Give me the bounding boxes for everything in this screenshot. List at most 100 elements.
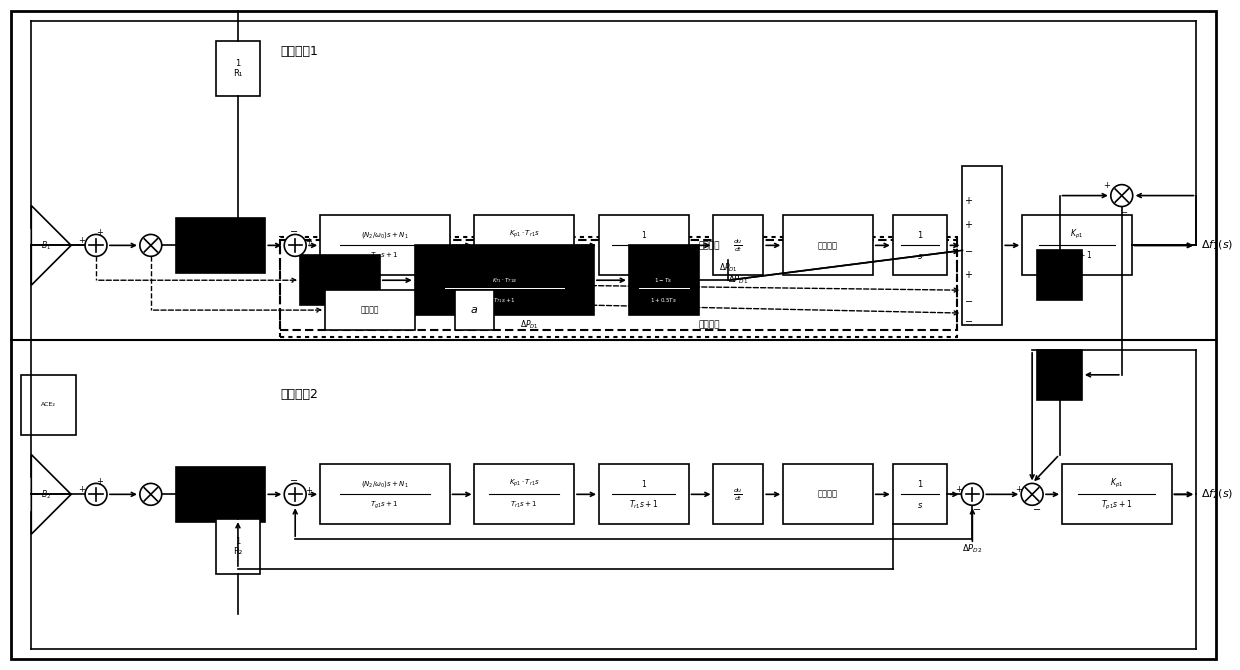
Text: 限幅环节: 限幅环节: [818, 490, 838, 499]
Text: $\Delta P_{D1}$: $\Delta P_{D1}$: [520, 319, 538, 331]
Text: $-$: $-$: [1120, 206, 1128, 215]
Bar: [280, 241, 957, 330]
Bar: [216, 519, 260, 574]
Text: $T_{g1}s+1$: $T_{g1}s+1$: [371, 251, 399, 262]
Text: $1$: $1$: [641, 229, 647, 240]
Text: +: +: [1104, 181, 1110, 190]
Text: +: +: [97, 477, 103, 486]
Text: +: +: [78, 485, 86, 494]
Text: 控制区域1: 控制区域1: [280, 45, 319, 58]
Text: $1$: $1$: [916, 229, 924, 240]
Text: $-$: $-$: [963, 245, 973, 255]
Bar: [21, 375, 76, 435]
Text: +: +: [97, 228, 103, 237]
Circle shape: [961, 483, 983, 505]
Text: 抽水工况: 抽水工况: [698, 320, 720, 330]
Text: $\Delta P_{D2}$: $\Delta P_{D2}$: [962, 543, 982, 555]
Circle shape: [140, 483, 161, 505]
Bar: [320, 216, 450, 275]
Text: $T_{r1}s+1$: $T_{r1}s+1$: [629, 250, 658, 263]
Text: $T_{p1}s+1$: $T_{p1}s+1$: [1101, 498, 1132, 512]
Bar: [176, 218, 265, 273]
Bar: [325, 290, 414, 330]
Text: $\Delta P_{pd}$: $\Delta P_{pd}$: [425, 304, 444, 317]
Text: $T_{r1}s+1$: $T_{r1}s+1$: [629, 499, 658, 511]
Bar: [300, 255, 379, 305]
Text: $s$: $s$: [918, 500, 924, 510]
Text: 发电工况: 发电工况: [698, 241, 720, 250]
Text: ACE₂: ACE₂: [41, 402, 56, 407]
Bar: [713, 216, 764, 275]
Text: $(N_2/\omega_0)s+N_1$: $(N_2/\omega_0)s+N_1$: [361, 230, 409, 240]
Text: $B_1$: $B_1$: [41, 239, 51, 252]
Bar: [1022, 216, 1132, 275]
Text: $T_{p1}s+1$: $T_{p1}s+1$: [1061, 250, 1092, 263]
Text: $T_{T1}s+1$: $T_{T1}s+1$: [492, 295, 516, 305]
Bar: [414, 245, 594, 315]
Bar: [962, 165, 1002, 325]
Text: $-$: $-$: [289, 225, 298, 235]
Text: $\Delta P_{D1}$: $\Delta P_{D1}$: [728, 274, 749, 287]
Text: $1$: $1$: [916, 478, 924, 489]
Bar: [176, 468, 265, 522]
Bar: [599, 216, 688, 275]
Text: $\Delta f_2(s)$: $\Delta f_2(s)$: [1202, 488, 1234, 501]
Text: $\frac{du}{dt}$: $\frac{du}{dt}$: [733, 486, 743, 502]
Text: +: +: [965, 196, 972, 206]
Bar: [893, 216, 947, 275]
Text: $K_{T1}\cdot T_{T1}s$: $K_{T1}\cdot T_{T1}s$: [491, 276, 517, 285]
Text: $\frac{du}{dt}$: $\frac{du}{dt}$: [733, 237, 743, 254]
Circle shape: [1111, 185, 1132, 206]
Text: $\Delta P_{D1}$: $\Delta P_{D1}$: [719, 261, 738, 273]
Bar: [784, 216, 873, 275]
Text: $K_{p1}\cdot T_{r1}s$: $K_{p1}\cdot T_{r1}s$: [508, 478, 539, 489]
Bar: [216, 42, 260, 96]
Bar: [1037, 350, 1083, 400]
Text: +: +: [955, 485, 962, 494]
Text: $-$: $-$: [963, 295, 973, 305]
Bar: [280, 237, 957, 337]
Text: $\Delta f_1(s)$: $\Delta f_1(s)$: [1202, 239, 1234, 252]
Text: $T_{g1}s+1$: $T_{g1}s+1$: [371, 499, 399, 511]
Bar: [455, 290, 495, 330]
Text: $B_2$: $B_2$: [41, 488, 51, 500]
Text: $1+0.5Ts$: $1+0.5Ts$: [650, 296, 677, 304]
Text: $K_{p1}$: $K_{p1}$: [1070, 228, 1084, 241]
Polygon shape: [31, 206, 71, 285]
Circle shape: [140, 234, 161, 257]
Text: $K_{p1}\cdot T_{r1}s$: $K_{p1}\cdot T_{r1}s$: [508, 229, 539, 241]
Circle shape: [1022, 483, 1043, 505]
Bar: [784, 464, 873, 524]
Circle shape: [86, 234, 107, 257]
Text: $(N_2/\omega_0)s+N_1$: $(N_2/\omega_0)s+N_1$: [361, 478, 409, 488]
Text: $1$: $1$: [641, 478, 647, 489]
Bar: [1061, 464, 1172, 524]
Text: +: +: [1014, 485, 1022, 494]
Bar: [713, 464, 764, 524]
Text: $-$: $-$: [289, 474, 298, 484]
Bar: [475, 216, 574, 275]
Circle shape: [86, 483, 107, 505]
Circle shape: [284, 483, 306, 505]
Text: $-$: $-$: [963, 315, 973, 325]
Text: $-$: $-$: [972, 503, 981, 513]
Text: +: +: [965, 220, 972, 230]
Bar: [599, 464, 688, 524]
Text: 1
R₁: 1 R₁: [233, 59, 243, 78]
Text: $T_{r1}s+1$: $T_{r1}s+1$: [511, 251, 538, 261]
Text: +: +: [305, 486, 311, 495]
Text: $s$: $s$: [918, 252, 924, 261]
Text: $1-Ts$: $1-Ts$: [655, 276, 673, 284]
Bar: [1037, 251, 1083, 300]
Bar: [629, 245, 698, 315]
Polygon shape: [31, 454, 71, 534]
Text: $K_{p1}$: $K_{p1}$: [1110, 477, 1123, 490]
Text: $a$: $a$: [470, 305, 479, 315]
Text: $T_{r1}s+1$: $T_{r1}s+1$: [511, 500, 538, 510]
Bar: [320, 464, 450, 524]
Text: 延时环节: 延时环节: [361, 306, 379, 315]
Text: $-$: $-$: [1032, 503, 1040, 513]
Bar: [475, 464, 574, 524]
Text: +: +: [965, 270, 972, 280]
Text: 限幅环节: 限幅环节: [818, 241, 838, 250]
